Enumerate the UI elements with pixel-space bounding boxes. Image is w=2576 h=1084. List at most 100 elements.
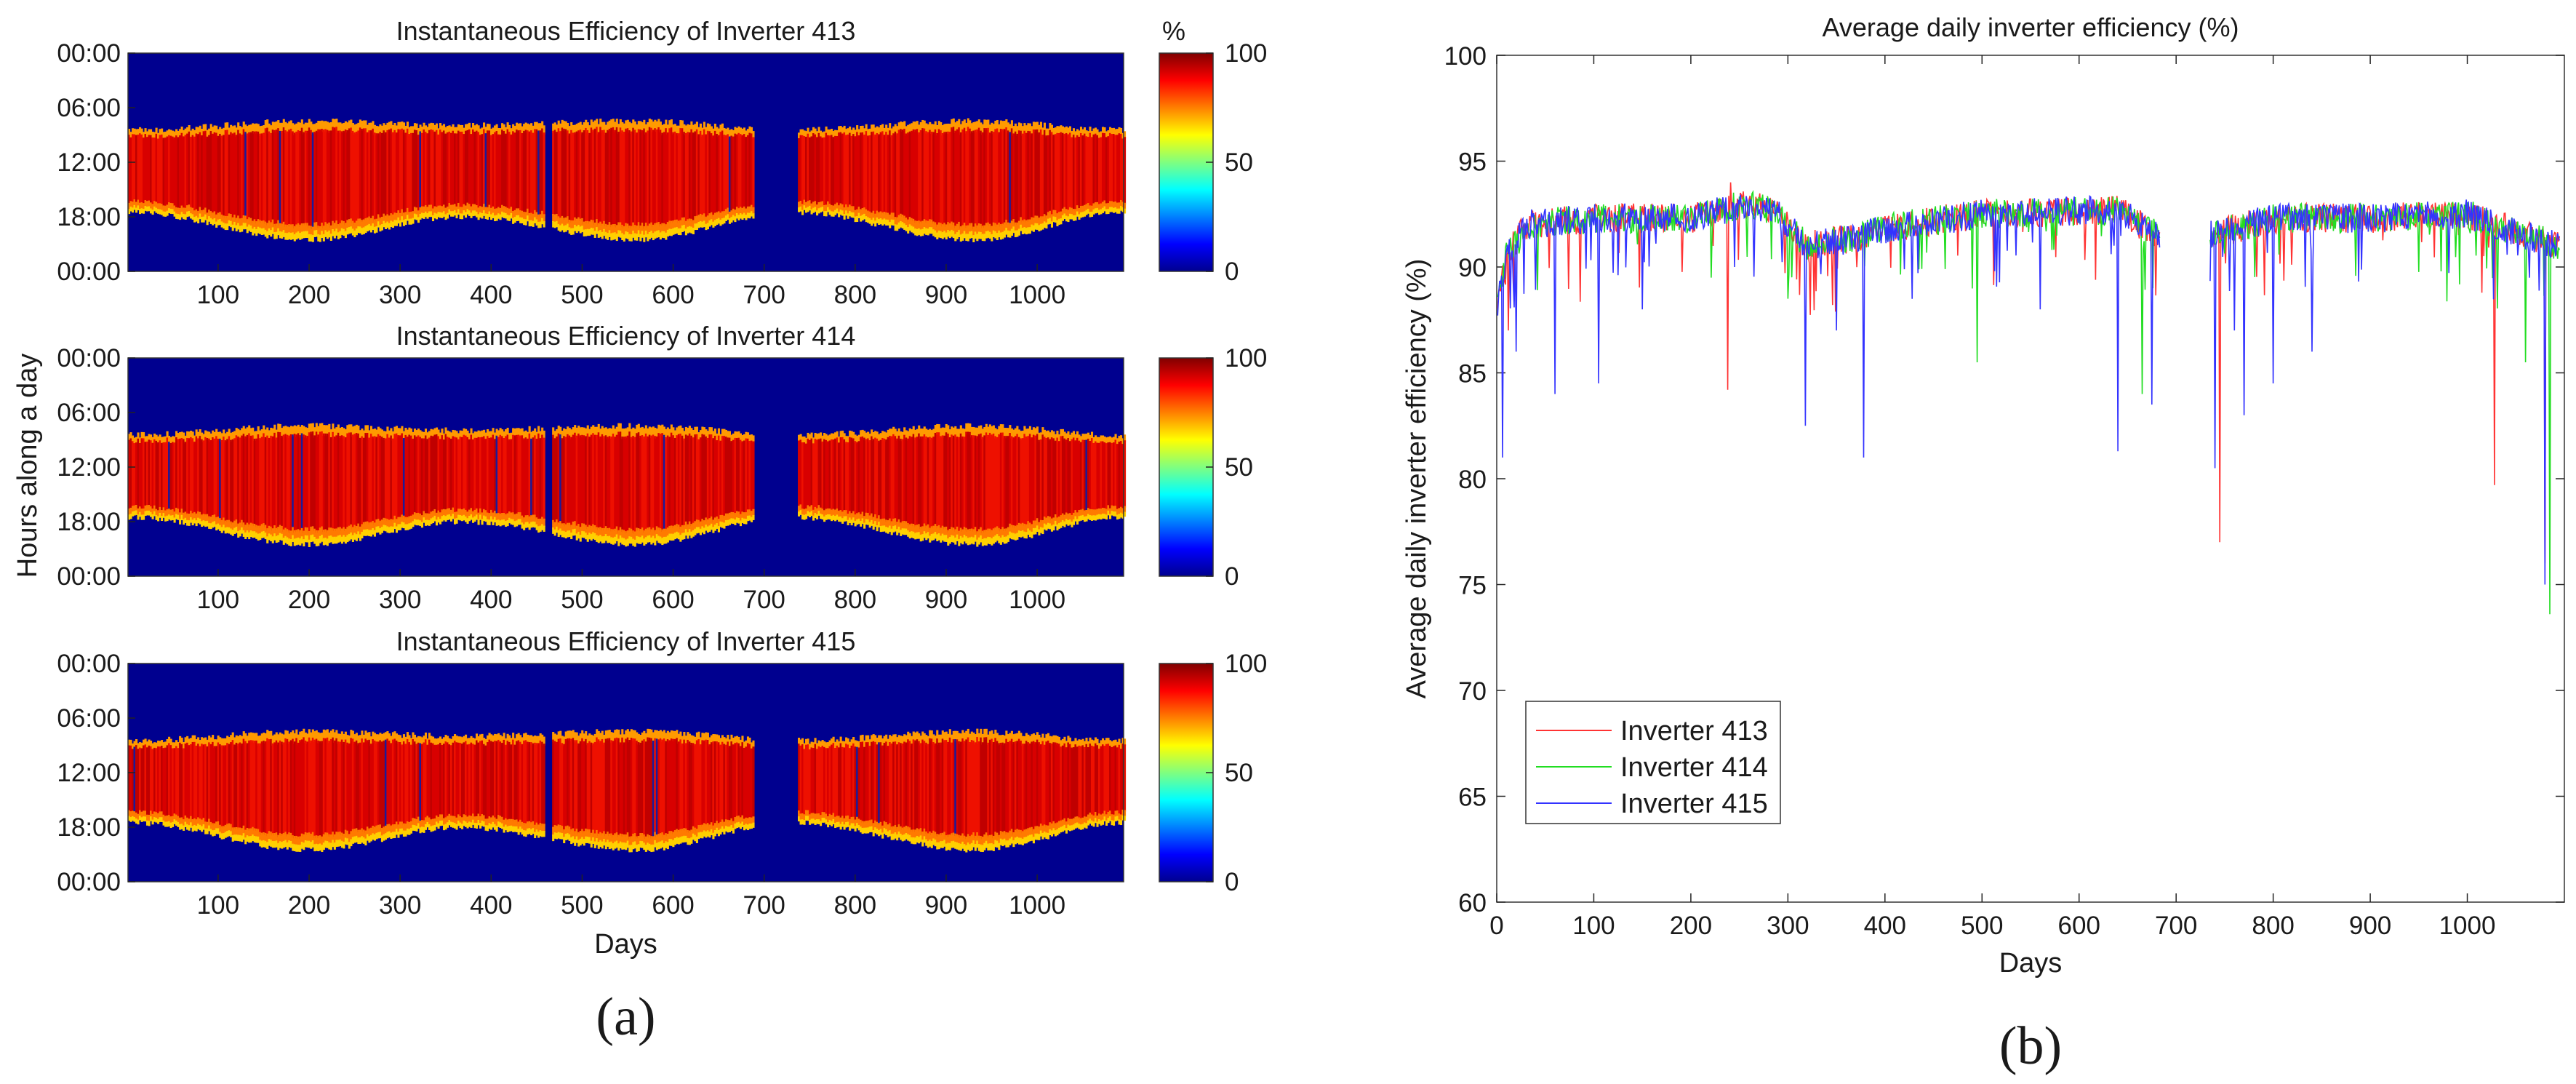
heatmap-cell	[596, 127, 599, 222]
heatmap-cell	[1096, 514, 1099, 520]
heatmap-cell	[690, 435, 693, 527]
heatmap-cell	[380, 519, 383, 528]
heatmap-cell	[317, 129, 320, 228]
heatmap-cell	[1020, 217, 1023, 226]
heatmap-cell	[340, 739, 343, 835]
heatmap-cell	[825, 509, 828, 516]
heatmap-cell	[568, 126, 571, 136]
heatmap-cell	[293, 844, 296, 852]
heatmap-cell	[310, 121, 313, 133]
heatmap-cell	[814, 134, 817, 203]
heatmap-cell	[1045, 222, 1048, 229]
heatmap-cell	[201, 135, 204, 212]
heatmap-cell	[716, 516, 719, 525]
heatmap-cell	[237, 437, 240, 526]
heatmap-cell	[380, 827, 383, 837]
heatmap-cell	[556, 124, 559, 134]
heatmap-cell	[435, 821, 439, 827]
heatmap-cell	[1118, 514, 1121, 519]
heatmap-cell	[337, 741, 340, 834]
heatmap-cell	[437, 134, 440, 208]
heatmap-cell	[900, 129, 903, 216]
heatmap-cell	[415, 737, 418, 746]
heatmap-cell	[379, 527, 382, 535]
heatmap-cell	[860, 430, 863, 439]
heatmap-cell	[259, 430, 262, 441]
heatmap-cell	[393, 522, 396, 530]
heatmap-cell	[249, 530, 252, 538]
heatmap-cell	[1038, 529, 1041, 535]
heatmap-cell	[393, 220, 396, 226]
heatmap-cell	[494, 517, 497, 523]
heatmap-cell	[279, 130, 281, 226]
heatmap-cell	[282, 734, 285, 745]
heatmap-cell	[654, 128, 657, 226]
heatmap-cell	[872, 517, 875, 525]
heatmap-cell	[1071, 432, 1073, 442]
heatmap-cell	[293, 741, 296, 839]
heatmap-cell	[723, 429, 726, 438]
heatmap-cell	[273, 525, 276, 535]
heatmap-cell	[801, 514, 804, 519]
heatmap-cell	[940, 436, 943, 530]
heatmap-cell	[673, 533, 676, 540]
heatmap-cell	[719, 212, 722, 221]
heatmap-cell	[177, 742, 180, 750]
heatmap-cell	[654, 530, 657, 540]
heatmap-cell	[911, 123, 913, 133]
heatmap-cell	[315, 431, 318, 533]
heatmap-cell	[259, 735, 262, 746]
heatmap-cell	[139, 810, 142, 817]
heatmap-cell	[967, 538, 969, 546]
heatmap-cell	[472, 439, 475, 514]
heatmap-cell	[372, 833, 375, 840]
heatmap-cell	[324, 840, 327, 848]
heatmap-cell	[351, 730, 354, 741]
heatmap-cell	[275, 429, 278, 440]
heatmap-cell	[1054, 520, 1057, 527]
heatmap-cell	[809, 205, 812, 211]
heatmap-cell	[610, 233, 613, 241]
heatmap-cell	[1112, 511, 1116, 517]
heatmap-cell	[193, 442, 196, 514]
heatmap-cell	[914, 525, 917, 534]
heatmap-cell	[317, 835, 320, 845]
heatmap-cell	[1074, 131, 1077, 140]
heatmap-cell	[409, 515, 413, 524]
heatmap-cell	[930, 533, 933, 541]
heatmap-cell	[463, 127, 465, 136]
heatmap-cell	[1034, 435, 1037, 523]
heatmap-cell	[355, 131, 358, 223]
heatmap-cell	[319, 431, 321, 530]
heatmap-cell	[970, 231, 973, 239]
heatmap-cell	[903, 427, 906, 437]
heatmap-cell	[188, 204, 191, 212]
x-tick-label: 800	[834, 586, 876, 614]
heatmap-cell	[607, 429, 609, 439]
heatmap-cell	[402, 220, 406, 226]
heatmap-cell	[369, 530, 372, 537]
heatmap-cell	[607, 224, 609, 234]
heatmap-cell	[193, 435, 196, 444]
heatmap-cell	[273, 232, 276, 239]
heatmap-cell	[369, 122, 372, 133]
heatmap-cell	[424, 817, 428, 826]
heatmap-cell	[155, 514, 158, 520]
heatmap-cell	[892, 212, 895, 221]
heatmap-cell	[996, 224, 999, 234]
x-tick-label: 500	[561, 281, 603, 309]
heatmap-cell	[637, 121, 640, 132]
heatmap-cell	[621, 233, 624, 241]
heatmap-cell	[896, 522, 899, 530]
heatmap-cell	[748, 515, 751, 521]
heatmap-cell	[155, 742, 158, 750]
heatmap-cell	[817, 505, 820, 512]
heatmap-cell	[308, 729, 311, 740]
heatmap-cell	[599, 119, 602, 129]
heatmap-cell	[692, 124, 695, 135]
heatmap-cell	[1112, 202, 1116, 209]
heatmap-cell	[233, 132, 236, 217]
heatmap-cell	[1023, 426, 1026, 437]
heatmap-cell	[908, 532, 911, 539]
heatmap-cell	[1101, 202, 1105, 209]
